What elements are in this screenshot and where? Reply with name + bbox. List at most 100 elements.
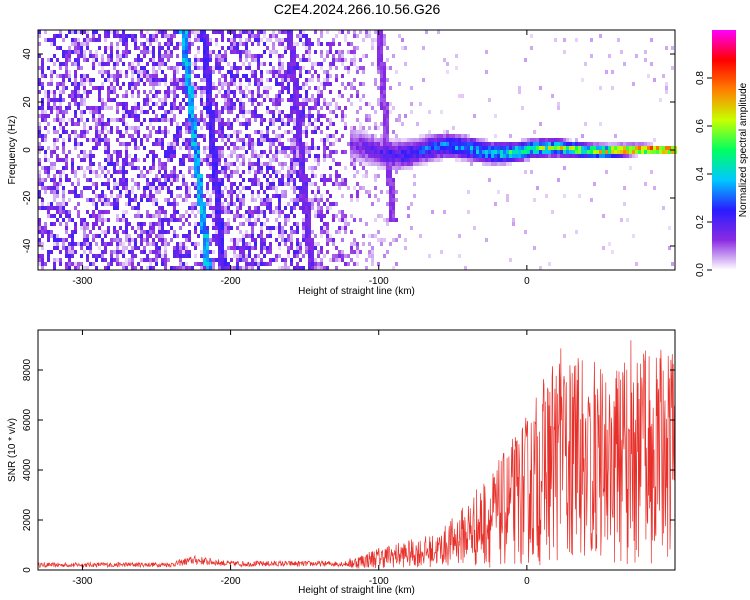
heatmap-cell bbox=[587, 154, 590, 158]
heatmap-cell bbox=[308, 222, 311, 226]
heatmap-cell bbox=[224, 90, 227, 94]
heatmap-cell bbox=[377, 154, 380, 158]
heatmap-cell bbox=[122, 34, 125, 38]
heatmap-cell bbox=[89, 38, 92, 42]
heatmap-cell bbox=[617, 150, 620, 154]
heatmap-cell bbox=[77, 86, 80, 90]
heatmap-cell bbox=[164, 82, 167, 86]
heatmap-cell bbox=[623, 154, 626, 158]
heatmap-cell bbox=[209, 258, 212, 262]
heatmap-cell bbox=[200, 38, 203, 42]
heatmap-cell bbox=[392, 150, 395, 154]
heatmap-cell bbox=[47, 106, 50, 110]
heatmap-cell bbox=[224, 206, 227, 210]
heatmap-cell bbox=[512, 150, 515, 154]
heatmap-cell bbox=[80, 102, 83, 106]
heatmap-cell bbox=[104, 166, 107, 170]
heatmap-cell bbox=[86, 78, 89, 82]
heatmap-cell bbox=[146, 46, 149, 50]
heatmap-cell bbox=[224, 122, 227, 126]
heatmap-cell bbox=[236, 114, 239, 118]
heatmap-cell bbox=[290, 62, 293, 66]
heatmap-cell bbox=[113, 198, 116, 202]
heatmap-cell bbox=[308, 238, 311, 242]
heatmap-cell bbox=[152, 94, 155, 98]
heatmap-cell bbox=[458, 94, 461, 98]
heatmap-cell bbox=[122, 178, 125, 182]
heatmap-cell bbox=[119, 226, 122, 230]
heatmap-cell bbox=[404, 138, 407, 142]
heatmap-cell bbox=[215, 202, 218, 206]
heatmap-cell bbox=[221, 182, 224, 186]
heatmap-cell bbox=[296, 142, 299, 146]
heatmap-cell bbox=[188, 254, 191, 258]
heatmap-cell bbox=[134, 198, 137, 202]
heatmap-cell bbox=[194, 230, 197, 234]
heatmap-cell bbox=[317, 262, 320, 266]
heatmap-cell bbox=[101, 254, 104, 258]
heatmap-cell bbox=[239, 254, 242, 258]
heatmap-cell bbox=[344, 178, 347, 182]
heatmap-cell bbox=[83, 158, 86, 162]
heatmap-cell bbox=[62, 54, 65, 58]
heatmap-cell bbox=[275, 154, 278, 158]
heatmap-cell bbox=[338, 30, 341, 34]
heatmap-cell bbox=[116, 194, 119, 198]
heatmap-cell bbox=[233, 246, 236, 250]
heatmap-cell bbox=[299, 266, 302, 270]
heatmap-cell bbox=[254, 246, 257, 250]
heatmap-cell bbox=[185, 90, 188, 94]
heatmap-cell bbox=[167, 198, 170, 202]
heatmap-cell bbox=[44, 94, 47, 98]
heatmap-cell bbox=[311, 42, 314, 46]
heatmap-cell bbox=[170, 106, 173, 110]
heatmap-cell bbox=[230, 102, 233, 106]
heatmap-cell bbox=[104, 234, 107, 238]
heatmap-cell bbox=[191, 202, 194, 206]
heatmap-cell bbox=[251, 138, 254, 142]
heatmap-cell bbox=[377, 66, 380, 70]
heatmap-cell bbox=[68, 218, 71, 222]
heatmap-cell bbox=[65, 266, 68, 270]
heatmap-cell bbox=[272, 154, 275, 158]
heatmap-cell bbox=[224, 94, 227, 98]
heatmap-cell bbox=[638, 146, 641, 150]
heatmap-cell bbox=[95, 118, 98, 122]
heatmap-cell bbox=[287, 154, 290, 158]
heatmap-cell bbox=[152, 34, 155, 38]
heatmap-cell bbox=[290, 206, 293, 210]
heatmap-cell bbox=[404, 46, 407, 50]
heatmap-cell bbox=[218, 178, 221, 182]
heatmap-cell bbox=[74, 82, 77, 86]
heatmap-cell bbox=[425, 162, 428, 166]
heatmap-cell bbox=[173, 198, 176, 202]
heatmap-cell bbox=[221, 178, 224, 182]
heatmap-cell bbox=[245, 210, 248, 214]
heatmap-cell bbox=[395, 162, 398, 166]
heatmap-cell bbox=[296, 134, 299, 138]
heatmap-cell bbox=[455, 54, 458, 58]
heatmap-cell bbox=[260, 138, 263, 142]
snr-series-line bbox=[37, 340, 676, 569]
heatmap-cell bbox=[83, 98, 86, 102]
heatmap-cell bbox=[248, 50, 251, 54]
heatmap-cell bbox=[59, 110, 62, 114]
heatmap-cell bbox=[176, 30, 179, 34]
heatmap-cell bbox=[293, 110, 296, 114]
heatmap-cell bbox=[266, 154, 269, 158]
heatmap-cell bbox=[257, 94, 260, 98]
heatmap-cell bbox=[74, 262, 77, 266]
heatmap-cell bbox=[539, 142, 542, 146]
heatmap-cell bbox=[401, 166, 404, 170]
heatmap-cell bbox=[113, 78, 116, 82]
heatmap-cell bbox=[155, 186, 158, 190]
heatmap-cell bbox=[293, 58, 296, 62]
heatmap-cell bbox=[107, 118, 110, 122]
heatmap-cell bbox=[56, 218, 59, 222]
heatmap-cell bbox=[209, 158, 212, 162]
heatmap-cell bbox=[137, 134, 140, 138]
heatmap-cell bbox=[296, 98, 299, 102]
heatmap-cell bbox=[377, 50, 380, 54]
heatmap-cell bbox=[488, 146, 491, 150]
heatmap-cell bbox=[224, 98, 227, 102]
